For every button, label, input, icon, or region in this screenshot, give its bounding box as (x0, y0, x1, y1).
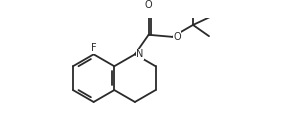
Text: N: N (136, 49, 144, 59)
Text: F: F (91, 43, 97, 53)
Text: O: O (173, 32, 181, 42)
Text: O: O (145, 0, 153, 10)
